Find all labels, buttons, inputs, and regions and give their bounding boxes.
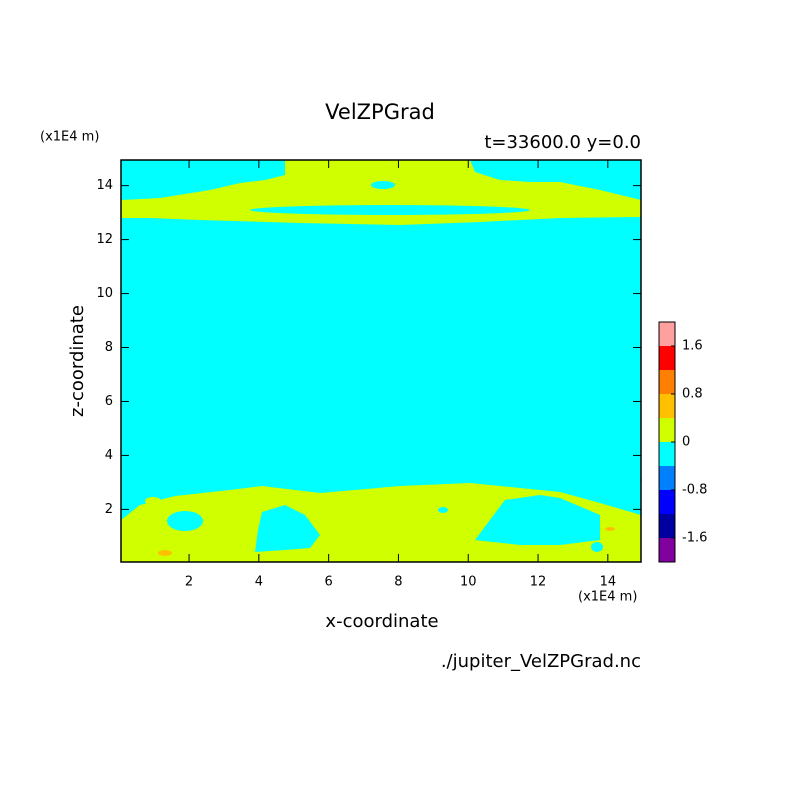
colorbar-swatch xyxy=(659,538,675,562)
x-tick-label: 4 xyxy=(255,575,263,590)
subtitle: t=33600.0 y=0.0 xyxy=(484,132,641,153)
x-tick-label: 2 xyxy=(185,575,193,590)
x-tick-label: 14 xyxy=(600,575,617,590)
contour-region xyxy=(475,495,600,545)
colorbar-swatch xyxy=(659,442,675,466)
colorbar-swatch xyxy=(659,322,675,346)
contour-region xyxy=(250,205,530,215)
contour-region xyxy=(255,505,320,552)
y-tick-label: 4 xyxy=(105,448,113,463)
colorbar-swatch xyxy=(659,346,675,370)
x-unit: (x1E4 m) xyxy=(578,590,637,605)
contour-region xyxy=(158,550,172,556)
contour-region xyxy=(145,497,161,505)
contour-region xyxy=(605,527,615,531)
y-tick-label: 12 xyxy=(96,232,113,247)
contour-region xyxy=(371,181,395,189)
y-tick-label: 8 xyxy=(105,340,113,355)
contour-region xyxy=(438,507,448,513)
colorbar-swatch xyxy=(659,418,675,442)
x-tick-label: 12 xyxy=(530,575,547,590)
colorbar-swatch xyxy=(659,514,675,538)
colorbar-tick-label: 1.6 xyxy=(682,339,703,354)
source-file: ./jupiter_VelZPGrad.nc xyxy=(441,651,641,672)
y-tick-label: 10 xyxy=(96,286,113,301)
chart-title: VelZPGrad xyxy=(325,100,435,124)
x-tick-label: 6 xyxy=(325,575,333,590)
x-tick-label: 8 xyxy=(394,575,402,590)
contour-region xyxy=(167,511,203,531)
y-unit: (x1E4 m) xyxy=(40,130,99,145)
y-tick-label: 14 xyxy=(96,178,113,193)
colorbar-swatch xyxy=(659,394,675,418)
contour-region xyxy=(618,474,642,486)
contour-region xyxy=(591,542,603,552)
y-tick-label: 6 xyxy=(105,394,113,409)
colorbar-swatch xyxy=(659,370,675,394)
colorbar-tick-label: -1.6 xyxy=(682,531,707,546)
colorbar-swatch xyxy=(659,466,675,490)
contour-field xyxy=(121,160,642,562)
colorbar-tick-label: -0.8 xyxy=(682,483,707,498)
colorbar-tick-label: 0 xyxy=(682,435,690,450)
y-tick-label: 2 xyxy=(105,502,113,517)
y-axis-label: z-coordinate xyxy=(67,305,88,417)
colorbar-swatch xyxy=(659,490,675,514)
plot-frame xyxy=(120,159,642,563)
x-tick-label: 10 xyxy=(460,575,477,590)
x-axis-label: x-coordinate xyxy=(325,611,438,632)
colorbar-tick-label: 0.8 xyxy=(682,387,703,402)
